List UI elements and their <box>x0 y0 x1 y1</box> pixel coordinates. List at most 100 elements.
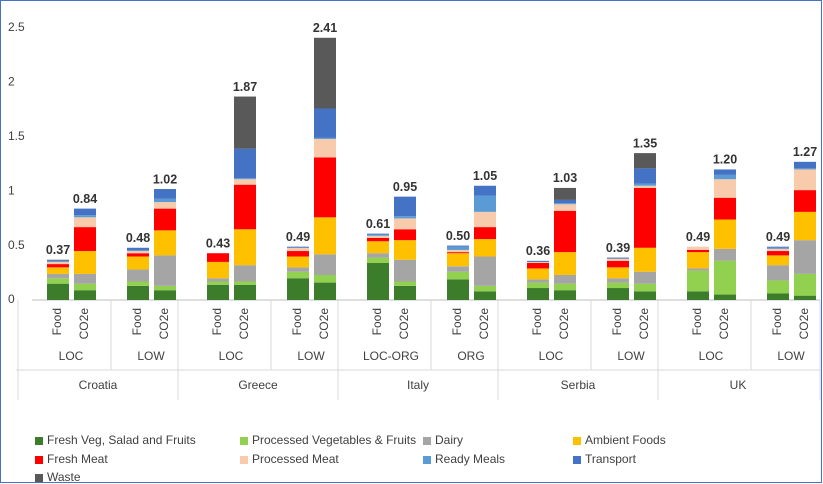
total-label: 1.03 <box>553 171 577 185</box>
bar-segment <box>794 273 816 296</box>
legend-swatch <box>423 456 431 464</box>
bar-segment <box>714 174 736 180</box>
total-label: 0.39 <box>606 241 630 255</box>
bar-segment <box>287 246 309 248</box>
bar-segment <box>474 256 496 286</box>
bar-segment <box>154 255 176 286</box>
bar-segment <box>554 187 576 200</box>
legend-label: Ready Meals <box>435 452 505 466</box>
bar-segment <box>154 285 176 291</box>
bar-segment <box>154 290 176 300</box>
bar-segment <box>207 261 229 279</box>
x-tick-label: CO2e <box>237 308 251 340</box>
x-tick-label: CO2e <box>317 308 331 340</box>
subgroup-label: LOC-ORG <box>363 349 419 363</box>
bar-segment <box>394 240 416 260</box>
bar-segment <box>74 273 96 284</box>
x-tick-label: CO2e <box>637 308 651 340</box>
group-label: Greece <box>238 378 278 392</box>
subgroup-label: ORG <box>457 349 484 363</box>
total-label: 1.27 <box>793 145 817 159</box>
bar-segment <box>607 260 629 268</box>
bar-segment <box>394 281 416 286</box>
bar-segment <box>474 285 496 292</box>
bar-segment <box>234 178 256 180</box>
bar-segment <box>314 217 336 255</box>
bar-segment <box>714 219 736 249</box>
bar-segment <box>527 288 549 300</box>
bar-segment <box>287 256 309 268</box>
bar-segment <box>447 266 469 272</box>
total-label: 1.02 <box>153 172 177 186</box>
legend-label: Fresh Veg, Salad and Fruits <box>47 433 196 447</box>
bar-segment <box>234 284 256 300</box>
bar-segment <box>687 291 709 300</box>
bar-segment <box>447 279 469 300</box>
bar-segment <box>447 271 469 280</box>
bar-segment <box>207 281 229 285</box>
group-label: UK <box>730 378 747 392</box>
bar-segment <box>447 249 469 253</box>
y-tick-label: 0.5 <box>8 238 25 252</box>
x-tick-label: CO2e <box>717 308 731 340</box>
y-tick-label: 1.5 <box>8 129 25 143</box>
y-tick-label: 1 <box>8 183 15 197</box>
legend-swatch <box>573 437 581 445</box>
bar-segment <box>367 263 389 300</box>
bar-segment <box>127 281 149 286</box>
x-tick-label: Food <box>130 308 144 335</box>
bar-segment <box>47 278 69 284</box>
bar-segment <box>314 138 336 158</box>
bar-segment <box>554 252 576 275</box>
legend-label: Dairy <box>435 433 463 447</box>
bar-segment <box>794 240 816 274</box>
bar-segment <box>474 291 496 300</box>
bar-segment <box>47 267 69 274</box>
bar-segment <box>47 283 69 300</box>
bar-segment <box>314 274 336 283</box>
bar-segment <box>74 215 96 218</box>
bar-segment <box>287 251 309 257</box>
total-label: 0.37 <box>46 243 70 257</box>
total-label: 1.35 <box>633 136 657 150</box>
bar-segment <box>127 249 149 252</box>
bar-segment <box>287 278 309 300</box>
x-tick-label: Food <box>770 308 784 335</box>
bar-segment <box>634 247 656 272</box>
subgroup-label: LOC <box>59 349 84 363</box>
bar-segment <box>634 168 656 184</box>
bar-segment <box>127 269 149 282</box>
bar-segment <box>554 199 576 204</box>
bar-segment <box>234 179 256 185</box>
bar-segment <box>367 234 389 236</box>
legend-label: Transport <box>585 452 637 466</box>
bar-segment <box>474 195 496 212</box>
bar-segment <box>287 271 309 279</box>
group-label: Croatia <box>79 378 118 392</box>
bar-segment <box>794 190 816 212</box>
bar-segment <box>127 251 149 254</box>
bar-segment <box>554 283 576 291</box>
bar-segment <box>527 268 549 280</box>
total-label: 0.84 <box>73 192 97 206</box>
bar-segment <box>634 187 656 248</box>
group-label: Italy <box>407 378 429 392</box>
legend-swatch <box>573 456 581 464</box>
total-label: 0.50 <box>446 229 470 243</box>
bar-segment <box>154 230 176 256</box>
bar-segment <box>394 216 416 219</box>
legend-swatch <box>240 456 248 464</box>
subgroup-label: LOW <box>297 349 325 363</box>
total-label: 0.49 <box>766 230 790 244</box>
x-tick-label: Food <box>370 308 384 335</box>
total-label: 1.20 <box>713 153 737 167</box>
bar-segment <box>767 280 789 294</box>
bar-segment <box>207 278 229 282</box>
bar-segment <box>47 260 69 262</box>
bar-segment <box>527 260 549 262</box>
bar-segment <box>607 288 629 300</box>
subgroup-label: LOW <box>137 349 165 363</box>
legend-label: Ambient Foods <box>585 433 666 447</box>
bar-segment <box>554 203 576 205</box>
total-label: 0.36 <box>526 244 550 258</box>
